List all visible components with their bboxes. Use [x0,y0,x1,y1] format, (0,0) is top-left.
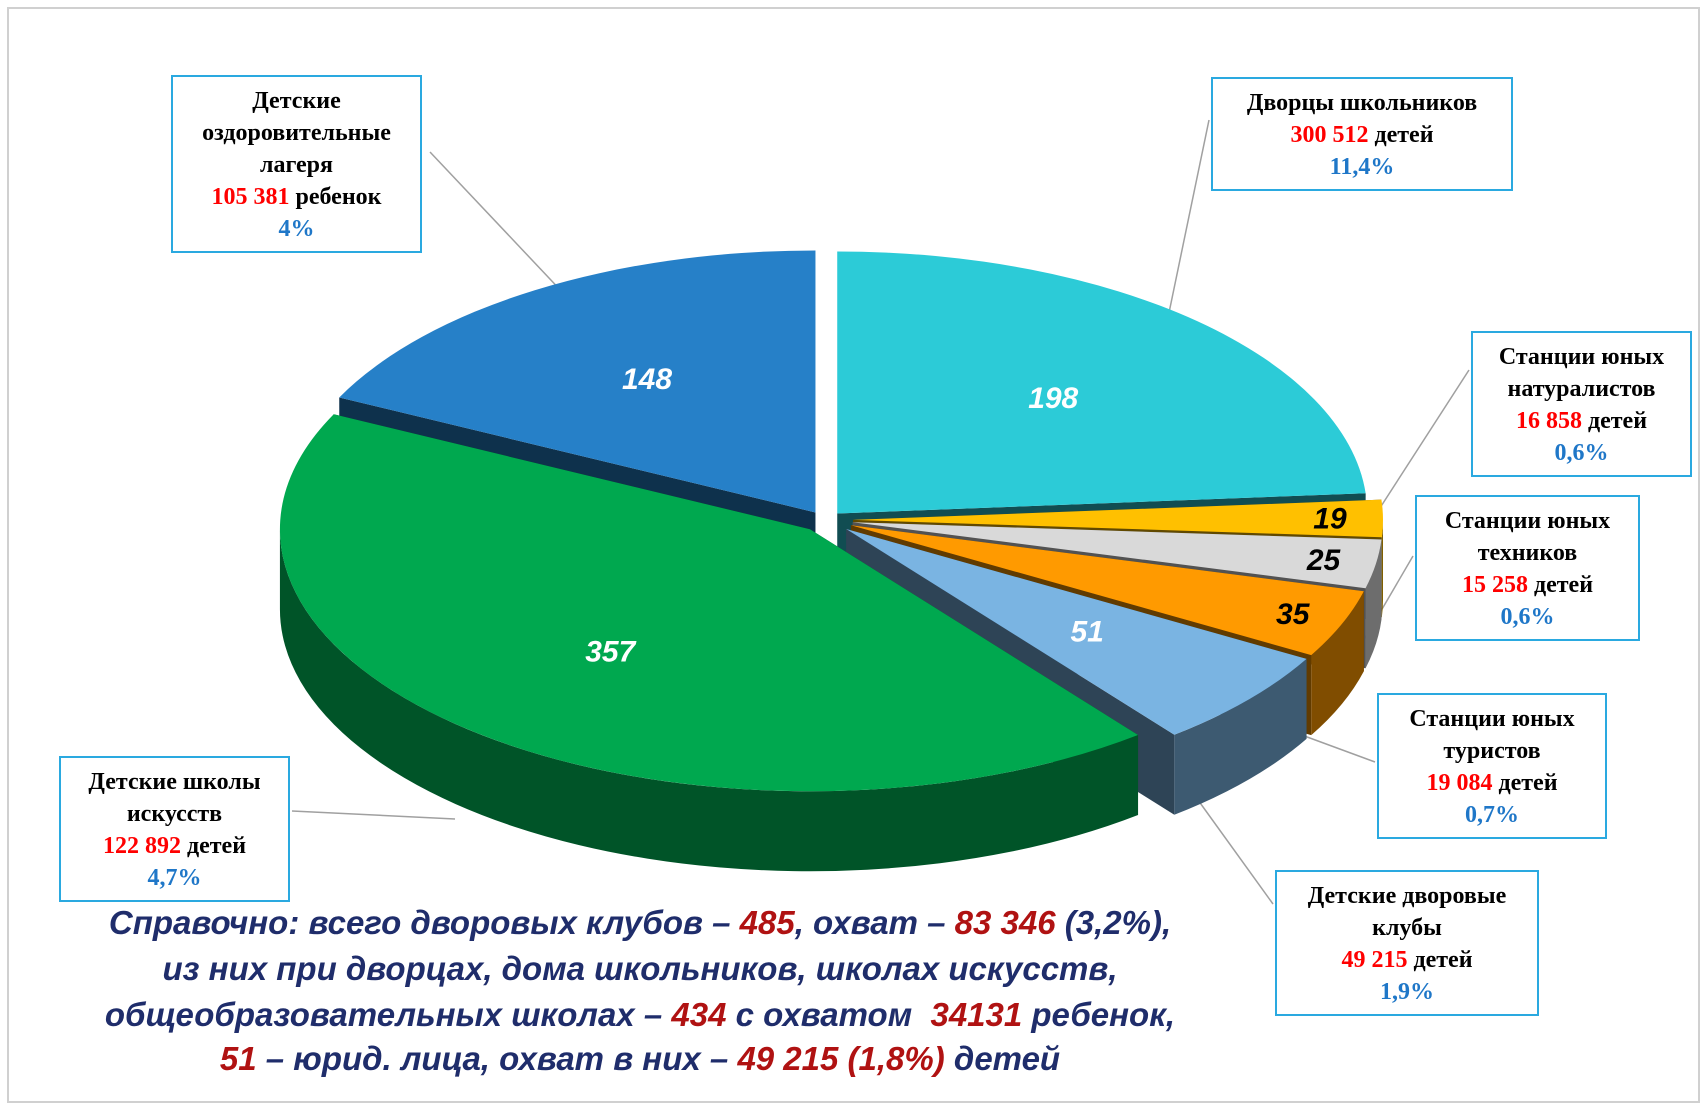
callout-name: лагеря [260,152,333,178]
slice [852,522,1382,589]
callout-count-line: 16 858 детей [1516,408,1647,434]
data-label: 198 [1028,382,1078,415]
note-segment: 485 [739,904,796,941]
leader-line [429,151,567,297]
callout-share: 4,7% [148,865,202,891]
callout-name: оздоровительные [202,120,391,146]
callout-box [1211,77,1513,191]
slice [837,251,1366,514]
callout-box [1471,331,1692,477]
callout-share: 0,6% [1501,604,1555,630]
callout-count-line: 49 215 детей [1341,947,1472,973]
callout-name: Станции юных [1409,706,1574,732]
callout-count-line: 122 892 детей [103,833,246,859]
callout-name: Станции юных [1499,344,1664,370]
callout-box [1275,870,1539,1016]
callout-count-line: 105 381 ребенок [212,184,382,210]
note-segment: из них при дворцах, дома школьников, шко… [162,950,1117,987]
slice [850,525,1364,656]
callout-name: Станции юных [1445,508,1610,534]
note-segment: детей [945,1040,1060,1077]
note-segment: 49 215 (1,8%) [736,1040,944,1077]
data-label: 148 [622,363,672,396]
note-segment: общеобразовательных школах – [105,996,671,1033]
callout-count: 300 512 [1290,122,1368,148]
callout-count: 16 858 [1516,408,1582,434]
note-line: общеобразовательных школах – 434 с охват… [105,996,1175,1033]
callout-name: Дворцы школьников [1247,90,1477,116]
callout-count-line: 19 084 детей [1426,770,1557,796]
leader-line [1366,369,1470,529]
callout-name: Детские школы [88,769,260,795]
slice [852,499,1383,538]
note-segment: Справочно: всего дворовых клубов – [109,904,740,941]
callout-share: 1,9% [1380,979,1434,1005]
data-label: 35 [1276,598,1311,631]
callout-box [171,75,422,253]
callout-unit: детей [1534,572,1593,598]
data-label: 357 [585,636,636,669]
data-label: 19 [1313,503,1347,536]
note-segment: с охватом [726,996,930,1033]
callout-unit: детей [187,833,246,859]
callout-count: 49 215 [1341,947,1407,973]
callout-name: туристов [1443,738,1540,764]
slice-side [1381,519,1383,618]
slice-side [1174,658,1307,815]
note-segment: – юрид. лица, охват в них – [257,1040,738,1077]
note-line: из них при дворцах, дома школьников, шко… [162,950,1117,987]
callout-unit: детей [1588,408,1647,434]
leader-line [291,810,456,820]
note-segment: ребенок, [1022,996,1175,1033]
callout-name: техников [1478,540,1578,566]
slice-side [1311,591,1364,736]
note-segment: , охват – [794,904,955,941]
callout-name: искусств [127,801,222,827]
slice [846,529,1307,735]
leader-line [1164,119,1210,333]
callout-count: 105 381 [212,184,290,210]
slice-side [1365,539,1382,669]
callout-box [59,756,290,902]
callout-box [1415,495,1640,641]
callout-count: 19 084 [1426,770,1492,796]
leader-line [1197,799,1274,905]
slice [339,250,816,513]
callout-share: 0,6% [1555,440,1609,466]
note-segment: (3,2%), [1056,904,1172,941]
callout-count: 122 892 [103,833,181,859]
callout-name: клубы [1372,915,1442,941]
data-label: 51 [1070,616,1103,649]
callout-count: 15 258 [1462,572,1528,598]
callout-name: Детские [252,88,341,114]
slice [279,414,1139,792]
callout-unit: детей [1413,947,1472,973]
callout-unit: ребенок [296,184,382,210]
callout-box [1377,693,1607,839]
callout-count-line: 300 512 детей [1290,122,1433,148]
note-segment: 51 [220,1040,257,1077]
note-segment: 83 346 [955,904,1057,941]
callout-share: 4% [279,216,315,242]
slice-side [279,529,1139,872]
callout-unit: детей [1498,770,1557,796]
note-line: Справочно: всего дворовых клубов – 485, … [109,904,1171,941]
callout-unit: детей [1374,122,1433,148]
note-segment: 34131 [930,996,1022,1033]
callout-name: натуралистов [1507,376,1655,402]
callout-share: 11,4% [1330,154,1395,180]
note-line: 51 – юрид. лица, охват в них – 49 215 (1… [220,1040,1060,1077]
callout-count-line: 15 258 детей [1462,572,1593,598]
callout-name: Детские дворовые [1308,883,1507,909]
data-label: 25 [1306,544,1342,577]
note-segment: 434 [670,996,726,1033]
callout-share: 0,7% [1465,802,1519,828]
